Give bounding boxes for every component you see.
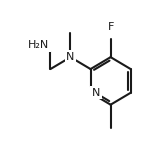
Text: F: F <box>107 22 114 32</box>
Text: N: N <box>66 52 75 62</box>
Text: H₂N: H₂N <box>28 40 49 50</box>
Text: N: N <box>92 88 100 98</box>
